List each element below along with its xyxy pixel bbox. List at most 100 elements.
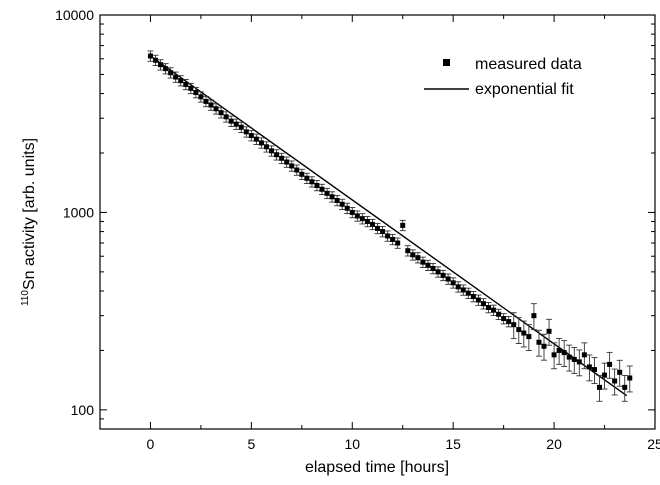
data-point <box>253 136 259 142</box>
data-point <box>294 167 300 173</box>
data-point <box>521 330 527 336</box>
data-point <box>178 78 184 84</box>
data-point <box>168 70 174 76</box>
data-point <box>193 90 199 96</box>
data-point <box>188 85 194 91</box>
y-tick-label: 1000 <box>63 204 94 220</box>
data-point <box>274 152 280 158</box>
data-point <box>228 118 234 124</box>
data-point <box>284 159 290 165</box>
data-point <box>617 369 623 375</box>
data-point <box>359 216 365 222</box>
data-point <box>173 74 179 80</box>
data-point <box>163 66 169 72</box>
data-point <box>390 236 396 242</box>
x-tick-label: 20 <box>546 436 562 452</box>
data-point <box>496 311 502 317</box>
data-point <box>248 133 254 139</box>
data-point <box>289 163 295 169</box>
data-point <box>546 328 552 334</box>
data-point <box>425 262 431 268</box>
data-point <box>486 304 491 310</box>
y-tick-label: 10000 <box>55 7 94 23</box>
data-point <box>576 359 582 365</box>
data-point <box>218 110 224 116</box>
data-point <box>238 124 244 130</box>
data-point <box>324 190 330 196</box>
data-point <box>243 129 249 135</box>
data-point <box>309 179 315 185</box>
data-point <box>410 252 416 258</box>
data-point <box>586 364 592 370</box>
data-point <box>395 240 401 246</box>
data-point <box>475 297 481 303</box>
data-point <box>607 361 613 367</box>
data-point <box>420 259 426 265</box>
x-tick-label: 10 <box>344 436 360 452</box>
data-point <box>501 316 507 322</box>
data-point <box>183 81 189 87</box>
data-point <box>203 98 209 104</box>
data-point <box>375 225 380 231</box>
fit-line <box>150 55 628 397</box>
y-axis-title-superscript: 110 <box>20 290 31 306</box>
data-point <box>153 57 158 63</box>
data-point <box>516 327 522 333</box>
data-point <box>541 343 547 349</box>
data-point <box>223 114 229 120</box>
data-point <box>213 106 219 112</box>
data-point <box>597 384 602 390</box>
data-point <box>430 266 436 272</box>
y-axis-title-main: Sn activity [arb. units] <box>21 138 38 290</box>
data-point <box>571 356 577 362</box>
data-point <box>369 221 375 227</box>
data-point <box>511 322 517 328</box>
data-point <box>622 384 628 390</box>
y-tick-label: 100 <box>71 402 95 418</box>
data-point <box>334 197 340 203</box>
data-point <box>147 53 153 59</box>
data-point <box>364 218 370 224</box>
data-point <box>561 350 567 356</box>
data-point <box>445 276 451 282</box>
data-point <box>612 378 618 384</box>
data-point <box>440 272 446 278</box>
data-point <box>551 352 557 358</box>
x-axis-title: elapsed time [hours] <box>305 459 449 476</box>
data-point <box>415 255 421 261</box>
data-point <box>470 294 476 300</box>
x-tick-label: 5 <box>247 436 255 452</box>
data-point <box>344 205 350 211</box>
data-point <box>581 352 587 358</box>
data-point <box>531 313 537 319</box>
data-point <box>465 290 471 296</box>
ticks-layer: 0 5 10 15 20 25 100 1000 10000 <box>55 7 660 452</box>
data-point <box>591 367 597 373</box>
x-tick-label: 15 <box>445 436 461 452</box>
legend-marker-measured <box>443 59 450 66</box>
data-point <box>314 182 320 188</box>
plot-frame <box>99 14 656 430</box>
data-point <box>400 222 406 228</box>
data-point <box>380 229 386 235</box>
y-axis-title: 110Sn activity [arb. units] <box>20 138 38 306</box>
data-point <box>450 280 456 286</box>
data-point <box>536 339 542 345</box>
data-point <box>329 194 335 200</box>
x-tick-label: 0 <box>147 436 155 452</box>
x-tick-label: 25 <box>647 436 660 452</box>
data-point <box>354 213 360 219</box>
marks-layer <box>147 50 633 402</box>
data-point <box>460 287 466 293</box>
data-point <box>198 94 204 100</box>
data-point <box>566 354 572 360</box>
legend: measured data exponential fit <box>424 56 582 98</box>
data-point <box>506 319 512 325</box>
data-point <box>269 148 275 154</box>
data-point <box>258 140 264 146</box>
data-point <box>339 201 345 207</box>
data-point <box>264 144 269 150</box>
data-point <box>455 284 461 290</box>
data-point <box>208 102 214 108</box>
